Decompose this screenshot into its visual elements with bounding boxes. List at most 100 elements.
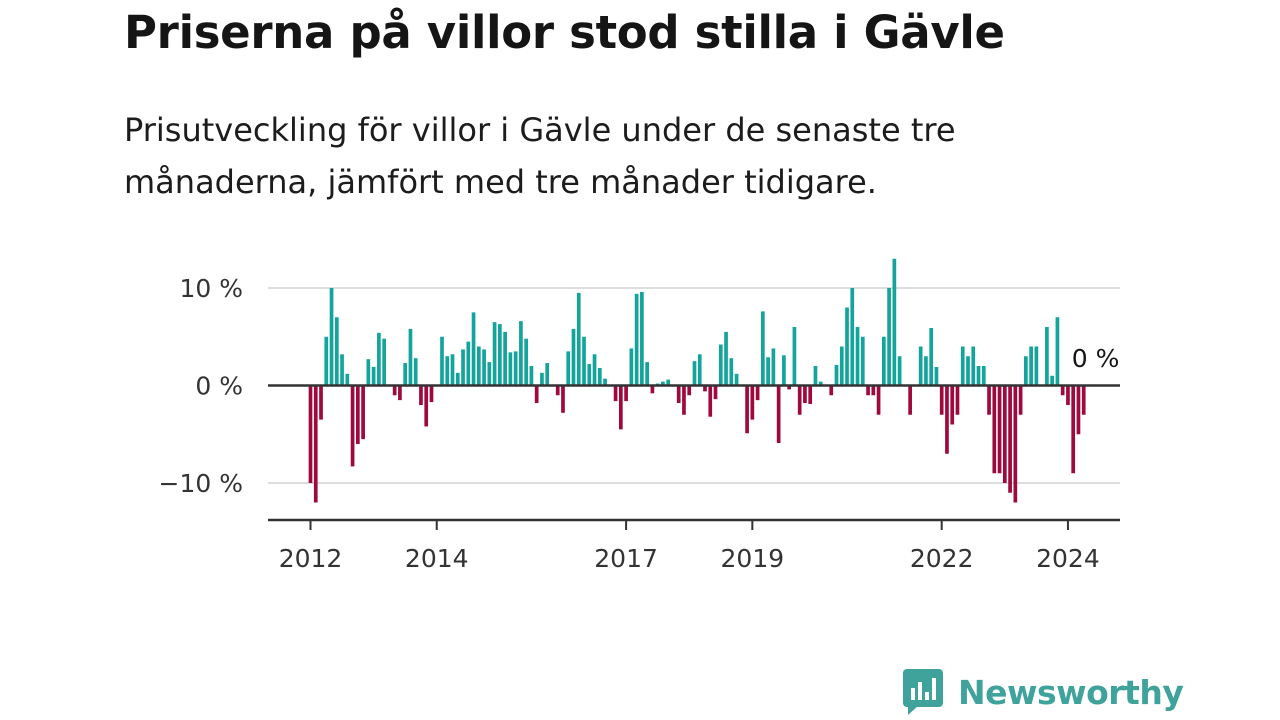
bar [787, 385, 792, 390]
newsworthy-logo-icon [903, 669, 943, 715]
bar [592, 354, 597, 386]
bar [797, 385, 802, 415]
label-layer: 10 % 0 % −10 % 2012 2014 2017 2019 2022 2024 0 % [159, 274, 1120, 573]
y-tick-label: −10 % [159, 469, 243, 498]
x-tick-label: 2017 [594, 544, 658, 573]
bar [640, 291, 644, 386]
bar [1024, 356, 1028, 386]
bar [398, 385, 402, 401]
bar [603, 378, 607, 386]
bar [308, 385, 313, 483]
bar [871, 385, 876, 396]
bar [997, 385, 1002, 474]
bar [555, 385, 560, 396]
bar [650, 385, 655, 394]
bar [766, 357, 770, 386]
bar [771, 348, 776, 386]
bar [503, 331, 507, 386]
bar [355, 385, 360, 444]
x-tick-label: 2024 [1036, 544, 1100, 573]
bar [350, 385, 355, 467]
bar [613, 385, 618, 402]
bar [329, 288, 334, 386]
bar [1034, 346, 1039, 386]
bar [687, 385, 692, 396]
bar [708, 385, 713, 417]
bar [498, 324, 502, 386]
bar [487, 362, 492, 386]
bar [734, 373, 739, 386]
bar [782, 355, 786, 386]
bar [624, 385, 628, 402]
bar [597, 367, 602, 386]
bar [576, 292, 581, 386]
bar [887, 288, 891, 386]
bar [860, 336, 865, 386]
bar [834, 365, 839, 386]
bar [950, 385, 955, 425]
bar [971, 346, 976, 386]
bar [934, 366, 939, 386]
bar [392, 385, 397, 396]
bar [1018, 385, 1023, 415]
bar [545, 363, 550, 386]
grid-layer [268, 287, 1120, 484]
bar [529, 366, 534, 386]
bar [482, 349, 486, 386]
bar [818, 381, 823, 386]
bar [960, 346, 965, 386]
x-tick-label: 2019 [721, 544, 785, 573]
bar [455, 372, 460, 386]
bar [881, 336, 886, 386]
bar [792, 327, 797, 386]
bar [676, 385, 681, 404]
bar [976, 366, 981, 386]
bar [855, 327, 860, 386]
bar [524, 338, 529, 386]
bar [682, 385, 686, 415]
bar [492, 322, 497, 386]
bars-layer [308, 258, 1086, 503]
bar [876, 385, 881, 415]
bar [324, 336, 329, 386]
bar [908, 385, 912, 415]
bar [897, 356, 902, 386]
bar [561, 385, 565, 413]
axis-layer [268, 384, 1120, 530]
bar [429, 385, 434, 403]
bar [566, 351, 571, 386]
x-tick-label: 2014 [405, 544, 469, 573]
bar [313, 385, 318, 503]
bar [340, 354, 344, 386]
bar [697, 354, 702, 386]
bar [319, 385, 323, 420]
bar [945, 385, 949, 454]
bar [571, 328, 576, 386]
bar [371, 366, 376, 386]
bar [666, 379, 671, 386]
bar [534, 385, 539, 404]
bar [513, 351, 518, 386]
bar [361, 385, 365, 440]
bar [966, 356, 970, 386]
bar-chart: 10 % 0 % −10 % 2012 2014 2017 2019 2022 2024 0 % [159, 258, 1120, 573]
bar [661, 381, 665, 386]
bar [408, 328, 413, 386]
bar [750, 385, 755, 420]
bar [476, 346, 481, 386]
bar [366, 359, 371, 386]
latest-value-annotation: 0 % [1072, 344, 1120, 373]
bar [808, 385, 813, 405]
bar [829, 385, 834, 396]
bar [992, 385, 997, 474]
bar [440, 336, 444, 386]
x-tick-label: 2022 [910, 544, 974, 573]
y-tick-label: 10 % [179, 274, 243, 303]
bar [519, 321, 523, 386]
bar [587, 364, 592, 386]
bar [1029, 346, 1033, 386]
bar [629, 348, 634, 386]
bar [634, 293, 639, 386]
bar [424, 385, 429, 427]
bar [450, 354, 455, 386]
